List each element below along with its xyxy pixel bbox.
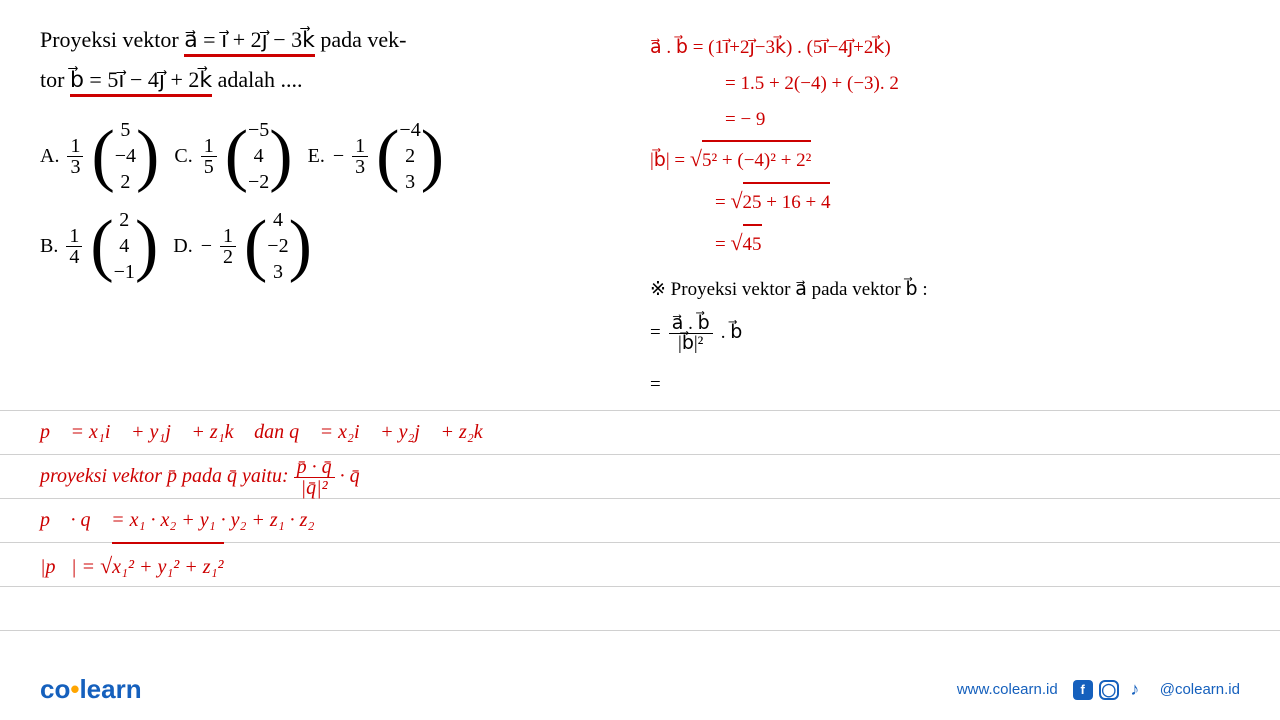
- footer-right: www.colearn.id f ◯ ♪ @colearn.id: [957, 680, 1240, 700]
- work-l1: a⃗ . b⃗ = (1i⃗+2j⃗−3k⃗) . (5i⃗−4j⃗+2k⃗): [650, 30, 1250, 66]
- option-E: E. − 13 (−423): [308, 117, 444, 195]
- option-B: B. 14 (24−1): [40, 207, 158, 285]
- option-A: A. 13 (5−42): [40, 117, 159, 195]
- footer-handle: @colearn.id: [1160, 681, 1240, 698]
- problem-line2-pre: tor: [40, 67, 70, 92]
- instagram-icon: ◯: [1099, 680, 1119, 700]
- work-l3: = − 9: [725, 102, 1250, 138]
- formula-l4: |p⃗| = x₁² + y₁² + z₁²: [40, 542, 498, 590]
- problem-line1-post: pada vek-: [320, 27, 406, 52]
- problem-line1-pre: Proyeksi vektor: [40, 27, 184, 52]
- formula-block: p⃗ = x₁i⃗ + y₁j⃗ + z₁k⃗ dan q⃗ = x₂i⃗ + …: [40, 410, 498, 590]
- projection-label: ※ Proyeksi vektor a⃗ pada vektor b⃗ :: [650, 272, 1250, 308]
- work-l2: = 1.5 + 2(−4) + (−3). 2: [725, 66, 1250, 102]
- option-C: C. 15 (−54−2): [174, 117, 292, 195]
- work-l6: = 45: [715, 222, 1250, 264]
- social-icons: f ◯ ♪: [1073, 680, 1145, 700]
- problem-line2-post: adalah ....: [218, 67, 303, 92]
- footer: co•learn www.colearn.id f ◯ ♪ @colearn.i…: [0, 674, 1280, 705]
- projection-expr: = a⃗ . b⃗|b⃗|² . b⃗: [650, 314, 1250, 353]
- option-D: D. − 12 (4−23): [173, 207, 312, 285]
- facebook-icon: f: [1073, 680, 1093, 700]
- problem-statement: Proyeksi vektor a⃗ = i⃗ + 2j⃗ − 3k⃗ pada…: [40, 20, 560, 99]
- footer-url: www.colearn.id: [957, 681, 1058, 698]
- handwritten-work: a⃗ . b⃗ = (1i⃗+2j⃗−3k⃗) . (5i⃗−4j⃗+2k⃗) …: [650, 30, 1250, 403]
- formula-l1: p⃗ = x₁i⃗ + y₁j⃗ + z₁k⃗ dan q⃗ = x₂i⃗ + …: [40, 410, 498, 454]
- colearn-logo: co•learn: [40, 674, 142, 705]
- vector-b-expr: b⃗ = 5i⃗ − 4j⃗ + 2k⃗: [70, 67, 212, 97]
- formula-l2: proyeksi vektor p̄ pada q̄ yaitu: p̄ · q…: [40, 454, 498, 498]
- tiktok-icon: ♪: [1125, 680, 1145, 700]
- work-final: =: [650, 367, 1250, 403]
- vector-a-expr: a⃗ = i⃗ + 2j⃗ − 3k⃗: [184, 27, 315, 57]
- work-l5: = 25 + 16 + 4: [715, 180, 1250, 222]
- formula-l3: p⃗ · q⃗ = x₁ · x₂ + y₁ · y₂ + z₁ · z₂: [40, 498, 498, 542]
- work-l4: |b⃗| = 5² + (−4)² + 2²: [650, 138, 1250, 180]
